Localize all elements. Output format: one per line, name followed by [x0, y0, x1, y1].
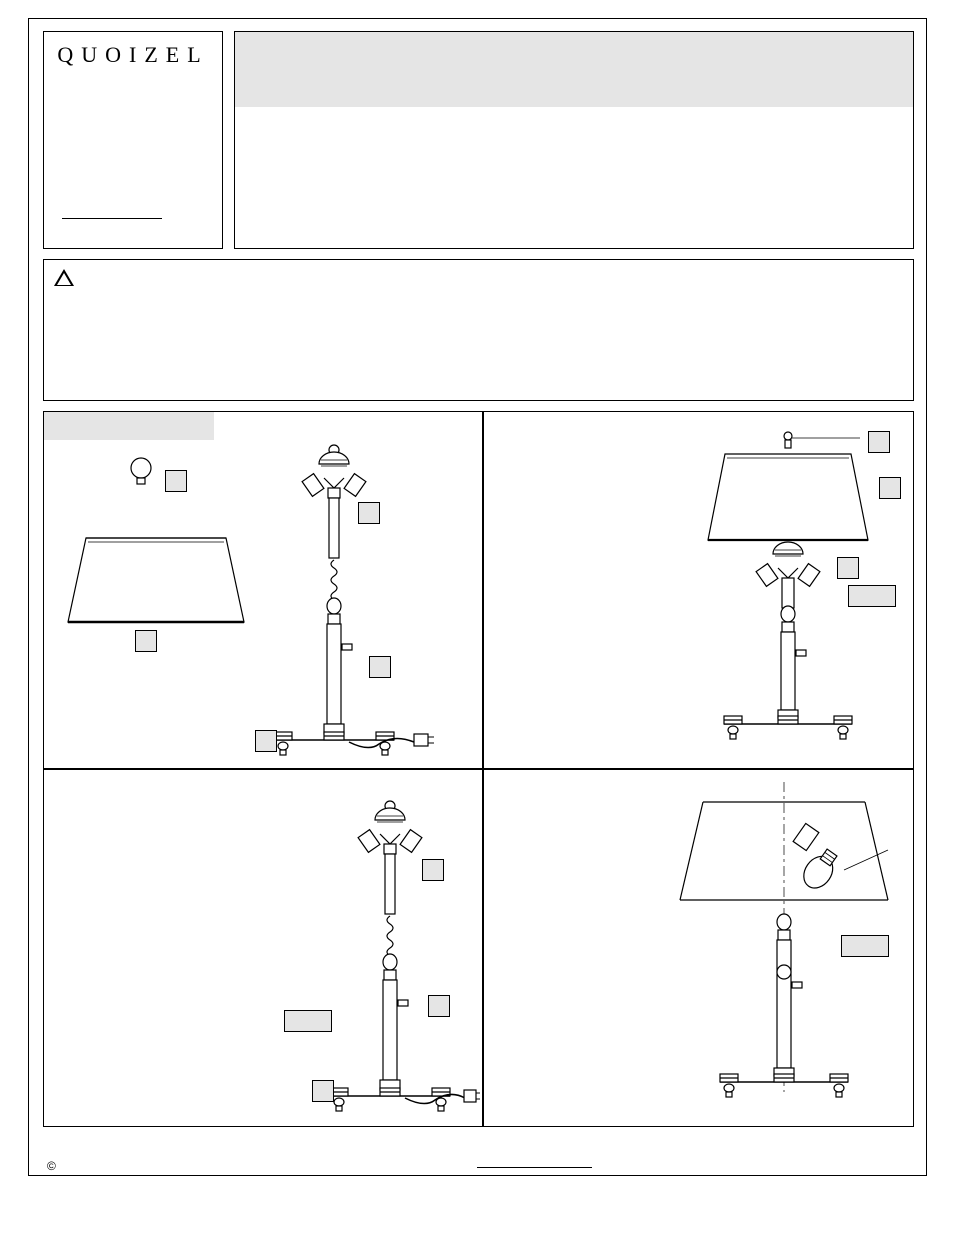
callout-box	[165, 470, 187, 492]
title-banner	[235, 32, 913, 107]
callout-box	[135, 630, 157, 652]
warning-triangle-icon	[54, 269, 74, 286]
lamp-body-diagram	[264, 426, 464, 766]
parts-title-banner	[44, 412, 214, 440]
title-box	[234, 31, 914, 249]
diagram-step-3	[483, 769, 914, 1127]
callout-box	[255, 730, 277, 752]
diagram-step-1	[43, 769, 483, 1127]
callout-box	[312, 1080, 334, 1102]
diagram-step-2	[483, 411, 914, 769]
lampshade-icon	[66, 530, 246, 630]
callout-box	[868, 431, 890, 453]
callout-box	[358, 502, 380, 524]
callout-box	[428, 995, 450, 1017]
callout-box	[422, 859, 444, 881]
callout-box	[369, 656, 391, 678]
lamp-assembly-diagram	[320, 784, 480, 1124]
brand-logo: QUOIZEL	[44, 42, 222, 68]
warning-box	[43, 259, 914, 401]
callout-box	[879, 477, 901, 499]
callout-box-wide	[841, 935, 889, 957]
finial-icon	[126, 454, 156, 488]
diagram-parts-supplied	[43, 411, 483, 769]
callout-box-wide	[284, 1010, 332, 1032]
logo-underline	[62, 218, 162, 219]
copyright-symbol: ©	[47, 1159, 56, 1173]
footer-underline	[477, 1167, 592, 1168]
page-frame: QUOIZEL	[28, 18, 927, 1176]
logo-box: QUOIZEL	[43, 31, 223, 249]
callout-box-wide	[848, 585, 896, 607]
callout-box	[837, 557, 859, 579]
